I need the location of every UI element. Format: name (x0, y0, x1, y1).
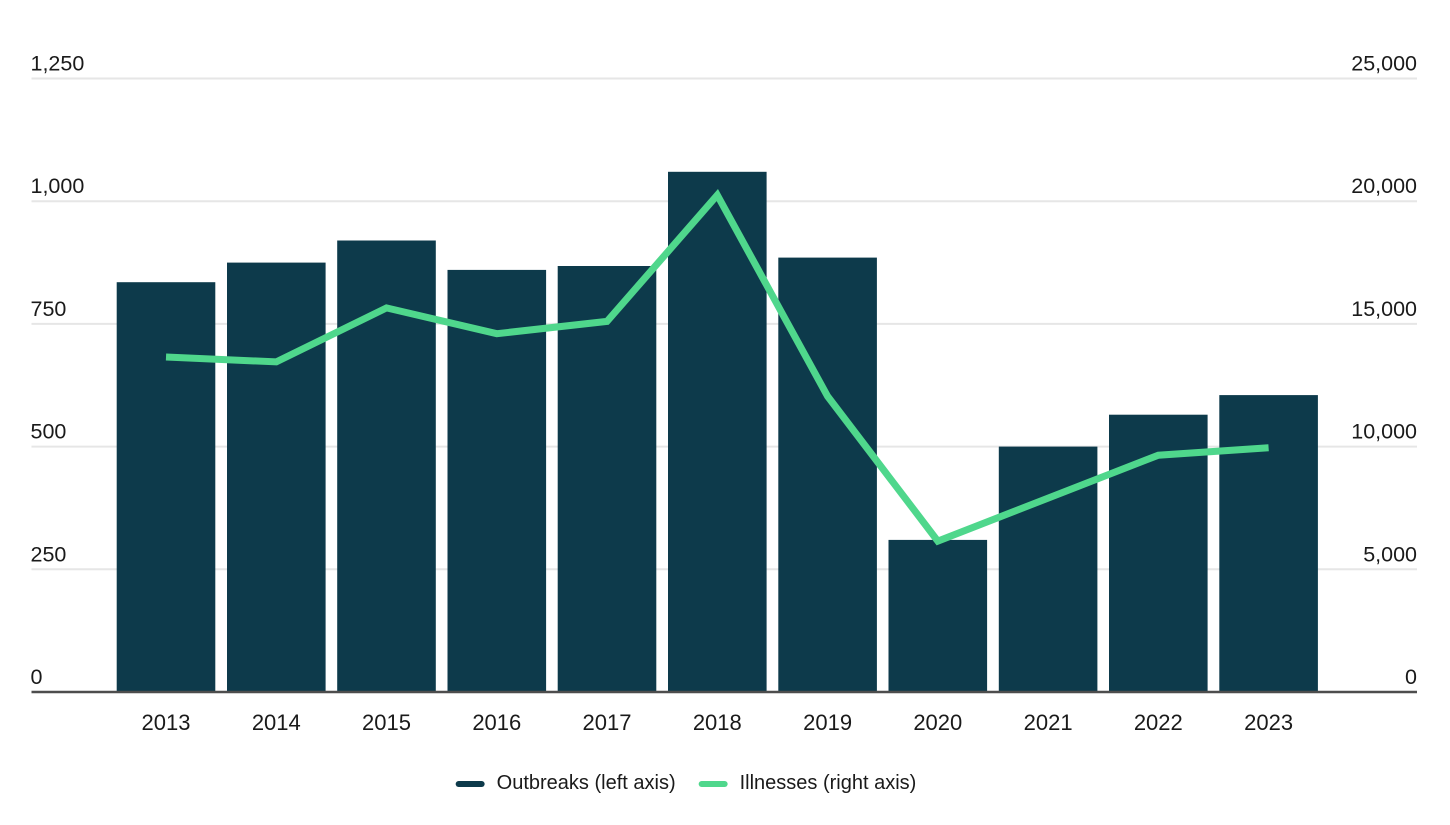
chart-legend: Outbreaks (left axis) Illnesses (right a… (455, 772, 917, 795)
outbreaks-series-swatch (455, 780, 485, 787)
right-axis-tick-label: 0 (1405, 665, 1417, 689)
x-axis-tick-label: 2016 (472, 710, 521, 735)
bar-2013[interactable] (116, 282, 216, 692)
illnesses-series-swatch (698, 780, 728, 787)
bar-2020[interactable] (888, 539, 988, 692)
left-axis-tick-label: 0 (31, 665, 43, 689)
x-axis-tick-label: 2020 (913, 710, 962, 735)
bar-2017[interactable] (557, 266, 657, 692)
x-axis-tick-label: 2015 (362, 710, 411, 735)
x-axis-tick-label: 2021 (1024, 710, 1073, 735)
bar-2023[interactable] (1219, 395, 1318, 692)
left-axis-tick-label: 1,250 (31, 52, 85, 76)
bar-2019[interactable] (778, 257, 877, 692)
bar-2014[interactable] (227, 262, 326, 692)
bar-2022[interactable] (1109, 414, 1208, 692)
illnesses-line (165, 189, 1269, 546)
right-axis-tick-label: 25,000 (1351, 52, 1417, 76)
left-axis-tick-label: 1,000 (31, 174, 85, 198)
legend-item-illnesses[interactable]: Illnesses (right axis) (698, 772, 917, 795)
legend-label-outbreaks: Outbreaks (left axis) (496, 772, 676, 794)
x-axis-tick-label: 2019 (803, 710, 852, 735)
x-axis-tick-label: 2018 (693, 710, 742, 735)
bar-2016[interactable] (447, 269, 547, 692)
x-axis-tick-label: 2014 (252, 710, 301, 735)
x-axis-tick-label: 2023 (1244, 710, 1293, 735)
left-axis-tick-label: 250 (31, 542, 67, 566)
right-axis-tick-label: 10,000 (1351, 420, 1417, 444)
left-axis-tick-label: 750 (31, 297, 67, 321)
right-axis-tick-label: 15,000 (1351, 297, 1417, 321)
legend-label-illnesses: Illnesses (right axis) (739, 772, 917, 794)
left-axis-tick-label: 500 (31, 420, 67, 444)
bar-2018[interactable] (668, 171, 767, 693)
x-axis-tick-label: 2017 (583, 710, 632, 735)
right-axis-tick-label: 20,000 (1351, 174, 1417, 198)
right-axis-tick-label: 5,000 (1363, 542, 1417, 566)
legend-item-outbreaks[interactable]: Outbreaks (left axis) (455, 772, 676, 795)
x-axis-tick-label: 2013 (142, 710, 191, 735)
x-axis-tick-label: 2022 (1134, 710, 1183, 735)
